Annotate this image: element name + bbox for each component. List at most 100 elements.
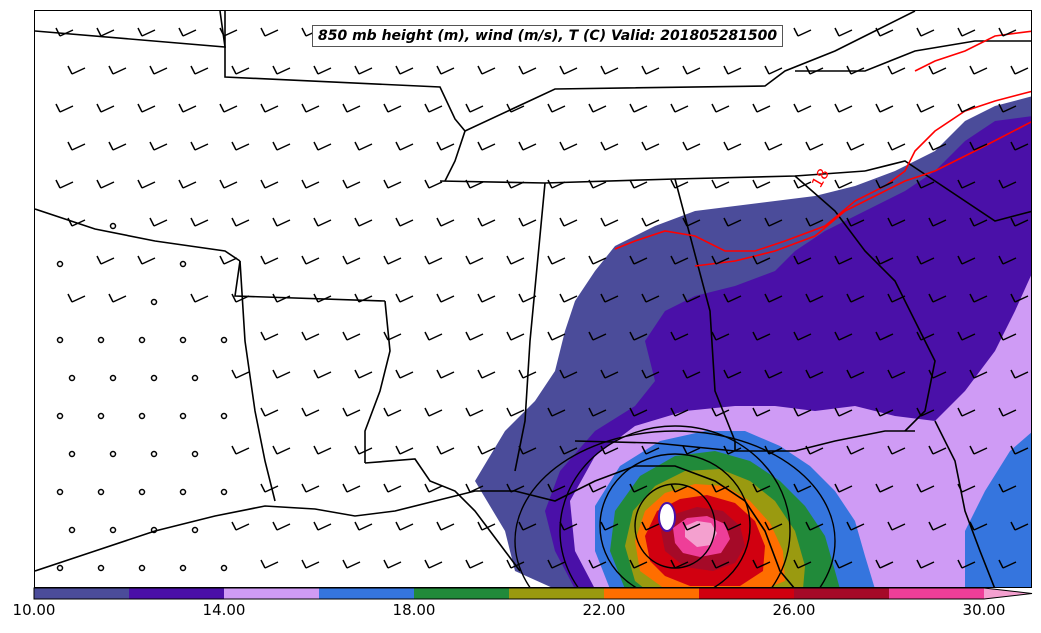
map-title: 850 mb height (m), wind (m/s), T (C) Val… <box>312 25 784 47</box>
wind-barb <box>752 407 771 417</box>
wind-barb <box>518 521 537 531</box>
boundary-nc-sc <box>864 160 1031 222</box>
colorbar-tick-label: 10.00 <box>12 601 56 619</box>
wind-barb <box>465 255 484 265</box>
wind-barb <box>887 445 906 455</box>
wind-barb <box>301 407 320 417</box>
wind-barb <box>190 217 209 227</box>
wind-barb <box>424 255 443 265</box>
calm-wind-circle <box>179 336 187 344</box>
boundary-ga-sc <box>794 175 936 432</box>
wind-barb <box>108 293 127 303</box>
wind-barb <box>178 179 197 189</box>
wind-barb <box>313 521 332 531</box>
wind-barb <box>301 255 320 265</box>
wind-barb <box>108 65 127 75</box>
wind-barb <box>957 331 976 341</box>
wind-barb <box>641 293 660 303</box>
calm-wind-circle <box>138 564 146 572</box>
wind-barb <box>518 445 537 455</box>
wind-barb <box>395 293 414 303</box>
wind-barb <box>928 445 947 455</box>
calm-wind-circle <box>191 374 199 382</box>
calm-wind-circle <box>97 488 105 496</box>
wind-barb <box>998 255 1017 265</box>
wind-barb <box>1010 369 1029 379</box>
isotherm-18c <box>914 30 1031 72</box>
calm-wind-circle <box>109 374 117 382</box>
wind-barb <box>682 521 701 531</box>
wind-barb <box>834 483 853 493</box>
wind-barb <box>875 179 894 189</box>
map-panel: 18 850 mb height (m), wind (m/s), T (C) … <box>34 10 1032 588</box>
calm-wind-circle <box>56 412 64 420</box>
wind-barb <box>723 293 742 303</box>
wind-barb <box>342 103 361 113</box>
height-contour-4 <box>514 430 836 587</box>
wind-barb <box>793 483 812 493</box>
wind-barb <box>670 255 689 265</box>
wind-barb <box>957 27 976 37</box>
colorbar-segment <box>509 588 605 599</box>
wind-barb <box>96 103 115 113</box>
height-contours <box>514 425 836 587</box>
wind-barb <box>547 255 566 265</box>
wind-barb <box>383 103 402 113</box>
wind-barb <box>477 521 496 531</box>
wind-barb <box>67 141 86 151</box>
wind-barb <box>600 521 619 531</box>
boundary-ms-river-top <box>224 11 466 182</box>
wind-barb <box>149 217 168 227</box>
wind-barb <box>805 369 824 379</box>
wind-barb <box>957 179 976 189</box>
wind-barb <box>518 293 537 303</box>
wind-barb <box>916 559 935 569</box>
calm-wind-circle <box>68 526 76 534</box>
wind-barb <box>55 27 74 37</box>
wind-barb <box>805 293 824 303</box>
wind-barb <box>465 103 484 113</box>
wind-barb <box>629 407 648 417</box>
shade-level-16b <box>965 432 1031 587</box>
wind-barb <box>465 179 484 189</box>
wind-barb <box>96 27 115 37</box>
wind-barb <box>723 65 742 75</box>
wind-barb <box>998 27 1017 37</box>
wind-barb <box>436 521 455 531</box>
calm-wind-circle <box>179 564 187 572</box>
wind-barb <box>969 141 988 151</box>
wind-barb <box>506 559 525 569</box>
isotherm-18 <box>614 90 1031 252</box>
colorbar-segment <box>129 588 225 599</box>
wind-barb <box>424 103 443 113</box>
wind-barb <box>834 27 853 37</box>
wind-barb <box>805 217 824 227</box>
wind-barb <box>506 331 525 341</box>
wind-barb <box>1010 521 1029 531</box>
wind-barb <box>272 293 291 303</box>
wind-barb <box>395 65 414 75</box>
wind-barb <box>764 369 783 379</box>
wind-barb <box>395 141 414 151</box>
boundary-ky-tn <box>464 11 916 132</box>
calm-wind-circle <box>97 564 105 572</box>
wind-barb <box>354 293 373 303</box>
boundary-ga-fl <box>574 430 915 452</box>
wind-barb <box>395 369 414 379</box>
wind-barb <box>711 255 730 265</box>
wind-barb <box>887 521 906 531</box>
wind-barb <box>96 255 115 265</box>
wind-barb <box>477 217 496 227</box>
wind-barb <box>506 407 525 417</box>
wind-barb <box>137 103 156 113</box>
colorbar-segment <box>794 588 890 599</box>
wind-barb <box>547 179 566 189</box>
wind-barb <box>424 483 443 493</box>
wind-barb <box>834 407 853 417</box>
wind-barb <box>928 521 947 531</box>
colorbar-tick-label: 26.00 <box>772 601 816 619</box>
wind-barb <box>342 179 361 189</box>
wind-barb <box>477 141 496 151</box>
wind-barb <box>969 445 988 455</box>
wind-barb <box>641 521 660 531</box>
